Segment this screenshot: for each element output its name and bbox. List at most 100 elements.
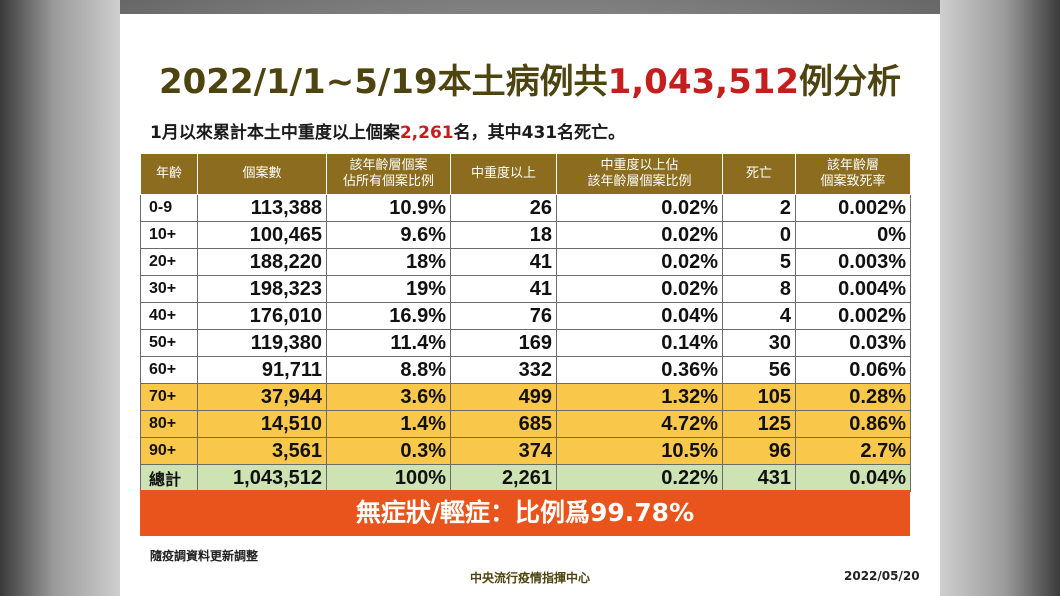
column-header: 中重度以上佔 該年齡層個案比例 [556, 153, 723, 195]
age-statistics-table: 年齡 個案數 該年齡層個案 佔所有個案比例 中重度以上 中重度以上佔 該年齡層個案比例 死亡該… [140, 153, 911, 492]
table-cell: 18% [326, 248, 451, 276]
table-cell: 16.9% [326, 302, 451, 330]
table-cell: 0.22% [556, 464, 723, 492]
table-cell: 119,380 [197, 329, 327, 357]
subtitle: 1月以來累計本土中重度以上個案2,261名，其中431名死亡。 [150, 118, 625, 143]
table-row: 30+ 198,323 19% 41 0.02% 8 0.004% [140, 275, 911, 303]
title-total-cases: 1,043,512 [607, 62, 800, 102]
infographic-card: 2022/1/1~5/19本土病例共1,043,512例分析 1月以來累計本土中… [120, 14, 940, 596]
table-cell: 125 [722, 410, 796, 438]
table-cell: 1,043,512 [197, 464, 327, 492]
age-group-cell: 90+ [140, 437, 198, 465]
table-cell: 19% [326, 275, 451, 303]
table-cell: 3,561 [197, 437, 327, 465]
table-cell: 1.4% [326, 410, 451, 438]
table-cell: 0.02% [556, 248, 723, 276]
table-total-row: 總計 1,043,512 100% 2,261 0.22% 431 0.04% [140, 464, 911, 492]
table-cell: 8 [722, 275, 796, 303]
age-group-cell: 70+ [140, 383, 198, 411]
table-cell: 0.002% [795, 194, 911, 222]
table-cell: 0.04% [556, 302, 723, 330]
title-prefix: 2022/1/1~5/19本土病例共 [158, 62, 608, 102]
age-group-cell: 30+ [140, 275, 198, 303]
column-header: 年齡 [140, 153, 198, 195]
table-cell: 374 [450, 437, 557, 465]
table-row: 70+ 37,944 3.6% 499 1.32% 105 0.28% [140, 383, 911, 411]
table-cell: 26 [450, 194, 557, 222]
table-cell: 3.6% [326, 383, 451, 411]
table-cell: 0.86% [795, 410, 911, 438]
column-header: 中重度以上 [450, 153, 557, 195]
table-cell: 37,944 [197, 383, 327, 411]
subtitle-severe-count: 2,261 [399, 123, 454, 143]
table-cell: 685 [450, 410, 557, 438]
age-group-cell: 10+ [140, 221, 198, 249]
table-cell: 0.004% [795, 275, 911, 303]
background-right [940, 0, 1060, 596]
column-header: 該年齡層 個案致死率 [795, 153, 911, 195]
table-cell: 41 [450, 248, 557, 276]
table-cell: 176,010 [197, 302, 327, 330]
table-cell: 56 [722, 356, 796, 384]
table-cell: 0.02% [556, 275, 723, 303]
age-group-cell: 60+ [140, 356, 198, 384]
table-row: 50+ 119,380 11.4% 169 0.14% 30 0.03% [140, 329, 911, 357]
title-suffix: 例分析 [799, 62, 902, 102]
age-group-cell: 總計 [140, 464, 198, 492]
table-row: 10+ 100,465 9.6% 18 0.02% 0 0% [140, 221, 911, 249]
table-cell: 0.02% [556, 221, 723, 249]
table-cell: 91,711 [197, 356, 327, 384]
table-cell: 0.28% [795, 383, 911, 411]
age-group-cell: 80+ [140, 410, 198, 438]
table-cell: 96 [722, 437, 796, 465]
table-cell: 2,261 [450, 464, 557, 492]
column-header: 死亡 [722, 153, 796, 195]
table-row: 80+ 14,510 1.4% 685 4.72% 125 0.86% [140, 410, 911, 438]
subtitle-prefix: 1月以來累計本土中重度以上個案 [150, 123, 400, 143]
table-cell: 30 [722, 329, 796, 357]
table-body: 0-9 113,388 10.9% 26 0.02% 2 0.002% 10+ 100,465 9… [140, 194, 911, 492]
table-cell: 4 [722, 302, 796, 330]
asymptomatic-banner: 無症狀/輕症：比例爲99.78% [140, 490, 910, 536]
age-group-cell: 40+ [140, 302, 198, 330]
table-cell: 0.14% [556, 329, 723, 357]
table-cell: 0.04% [795, 464, 911, 492]
page-title: 2022/1/1~5/19本土病例共1,043,512例分析 [120, 54, 940, 103]
column-header: 個案數 [197, 153, 327, 195]
table-cell: 0.36% [556, 356, 723, 384]
table-cell: 4.72% [556, 410, 723, 438]
table-cell: 9.6% [326, 221, 451, 249]
table-cell: 2 [722, 194, 796, 222]
table-cell: 10.5% [556, 437, 723, 465]
column-header: 該年齡層個案 佔所有個案比例 [326, 153, 451, 195]
table-cell: 1.32% [556, 383, 723, 411]
table-cell: 0.02% [556, 194, 723, 222]
publish-date: 2022/05/20 [844, 569, 920, 583]
table-cell: 332 [450, 356, 557, 384]
table-cell: 100% [326, 464, 451, 492]
age-group-cell: 20+ [140, 248, 198, 276]
table-cell: 14,510 [197, 410, 327, 438]
table-cell: 0.002% [795, 302, 911, 330]
age-group-cell: 0-9 [140, 194, 198, 222]
table-header-row: 年齡 個案數 該年齡層個案 佔所有個案比例 中重度以上 中重度以上佔 該年齡層個案比例 死亡該… [140, 153, 911, 195]
table-cell: 105 [722, 383, 796, 411]
table-cell: 18 [450, 221, 557, 249]
table-cell: 0% [795, 221, 911, 249]
table-cell: 0.03% [795, 329, 911, 357]
table-cell: 0.06% [795, 356, 911, 384]
table-cell: 0.003% [795, 248, 911, 276]
table-cell: 2.7% [795, 437, 911, 465]
table-cell: 0 [722, 221, 796, 249]
table-cell: 11.4% [326, 329, 451, 357]
table-cell: 499 [450, 383, 557, 411]
table-cell: 10.9% [326, 194, 451, 222]
table-row: 60+ 91,711 8.8% 332 0.36% 56 0.06% [140, 356, 911, 384]
footnote: 隨疫調資料更新調整 [150, 549, 259, 563]
table-cell: 100,465 [197, 221, 327, 249]
table-row: 20+ 188,220 18% 41 0.02% 5 0.003% [140, 248, 911, 276]
background-left [0, 0, 120, 596]
table-cell: 169 [450, 329, 557, 357]
table-cell: 76 [450, 302, 557, 330]
table-row: 40+ 176,010 16.9% 76 0.04% 4 0.002% [140, 302, 911, 330]
